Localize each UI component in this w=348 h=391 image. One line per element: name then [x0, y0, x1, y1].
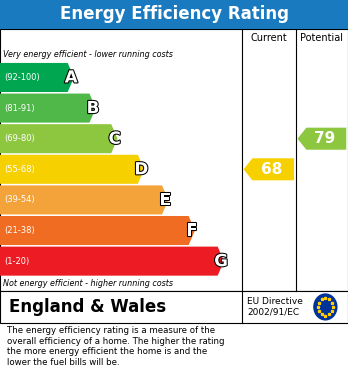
Text: England & Wales: England & Wales	[9, 298, 166, 316]
Text: F: F	[187, 222, 198, 240]
Text: Very energy efficient - lower running costs: Very energy efficient - lower running co…	[3, 50, 173, 59]
Text: C: C	[109, 130, 121, 148]
Text: (39-54): (39-54)	[4, 196, 35, 204]
Text: (55-68): (55-68)	[4, 165, 35, 174]
Text: Energy Efficiency Rating: Energy Efficiency Rating	[60, 5, 288, 23]
Text: A: A	[65, 68, 78, 86]
Polygon shape	[0, 185, 168, 214]
Text: Potential: Potential	[300, 33, 343, 43]
Polygon shape	[298, 128, 346, 150]
Polygon shape	[0, 216, 195, 245]
Text: 79: 79	[314, 131, 335, 146]
Polygon shape	[244, 158, 294, 180]
Text: B: B	[87, 99, 99, 117]
Text: EU Directive
2002/91/EC: EU Directive 2002/91/EC	[247, 297, 303, 317]
Bar	[0, 0, 348, 29]
Text: The energy efficiency rating is a measure of the
overall efficiency of a home. T: The energy efficiency rating is a measur…	[7, 326, 224, 367]
Text: Not energy efficient - higher running costs: Not energy efficient - higher running co…	[3, 279, 174, 289]
Text: 68: 68	[261, 162, 282, 177]
Text: (21-38): (21-38)	[4, 226, 35, 235]
Text: (81-91): (81-91)	[4, 104, 35, 113]
Text: E: E	[160, 191, 171, 209]
Bar	[0, 29, 348, 291]
Polygon shape	[0, 155, 144, 184]
Polygon shape	[0, 124, 118, 153]
Circle shape	[314, 294, 337, 320]
Polygon shape	[0, 93, 96, 123]
Text: (69-80): (69-80)	[4, 134, 35, 143]
Text: G: G	[214, 252, 228, 270]
Text: Current: Current	[251, 33, 287, 43]
Text: D: D	[134, 160, 148, 178]
Polygon shape	[0, 63, 74, 92]
Polygon shape	[0, 247, 224, 276]
Bar	[0, 291, 348, 323]
Text: (92-100): (92-100)	[4, 73, 40, 82]
Text: (1-20): (1-20)	[4, 256, 30, 265]
